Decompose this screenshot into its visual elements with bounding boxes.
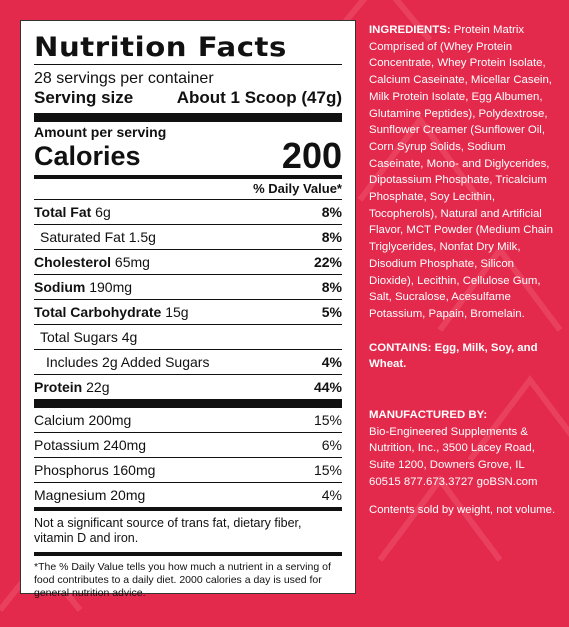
divider-medium [34, 175, 342, 179]
not-significant-note: Not a significant source of trans fat, d… [34, 516, 302, 545]
nutrient-row-saturated-fat: Saturated Fat 1.5g 8% [34, 224, 342, 249]
nutrient-pct: 22% [313, 254, 342, 270]
ingredients-heading: INGREDIENTS: [369, 24, 451, 36]
mineral-pct: 6% [321, 437, 342, 453]
mineral-row-magnesium: Magnesium 20mg 4% [34, 482, 342, 507]
divider-medium [34, 507, 342, 511]
nutrient-name: Total Fat [34, 204, 92, 220]
weight-note: Contents sold by weight, not volume. [369, 503, 556, 516]
mineral-pct: 15% [313, 462, 342, 478]
nutrient-name: Sodium [34, 279, 86, 295]
nutrient-row-total-carbohydrate: Total Carbohydrate 15g 5% [34, 299, 342, 324]
mineral-name: Magnesium 20mg [34, 487, 146, 503]
amount-per-serving: Amount per serving [34, 124, 167, 140]
serving-size-value: About 1 Scoop (47g) [176, 88, 342, 107]
nutrient-row-cholesterol: Cholesterol 65mg 22% [34, 249, 342, 274]
nutrient-row-sodium: Sodium 190mg 8% [34, 274, 342, 299]
nutrient-row-total-sugars: Total Sugars 4g [34, 324, 342, 349]
mineral-name: Phosphorus 160mg [34, 462, 156, 478]
daily-value-header: % Daily Value* [253, 181, 342, 196]
calories-row: Calories 200 [34, 135, 342, 176]
serving-size-label: Serving size [34, 88, 134, 107]
nutrition-facts-panel: Nutrition Facts 28 servings per containe… [20, 20, 356, 599]
nutrient-pct: 5% [321, 304, 342, 320]
divider-thick [34, 113, 342, 122]
nutrient-amount: 190mg [85, 279, 133, 295]
nutrient-name: Saturated Fat 1.5g [40, 229, 156, 245]
contains-heading: CONTAINS: [369, 341, 432, 354]
mineral-name: Potassium 240mg [34, 437, 147, 453]
nutrient-row-protein: Protein 22g 44% [34, 374, 342, 399]
manufacturer-block: MANUFACTURED BY: Bio-Engineered Supplemen… [369, 407, 559, 491]
mineral-pct: 4% [321, 487, 342, 503]
mineral-row-potassium: Potassium 240mg 6% [34, 432, 342, 457]
nutrient-name: Total Carbohydrate [34, 304, 162, 320]
product-info-column: INGREDIENTS: Protein Matrix Comprised of… [369, 22, 559, 518]
nutrient-row-added-sugars: Includes 2g Added Sugars 4% [34, 349, 342, 374]
nutrient-pct: 8% [321, 229, 342, 245]
nutrient-name: Includes 2g Added Sugars [46, 354, 210, 370]
nutrient-name: Cholesterol [34, 254, 112, 270]
ingredients-text: Protein Matrix Comprised of (Whey Protei… [369, 24, 553, 320]
nutrient-pct: 8% [321, 279, 342, 295]
divider-thick [34, 399, 342, 408]
manufacturer-text: Bio-Engineered Supplements & Nutrition, … [369, 425, 538, 488]
mineral-pct: 15% [313, 412, 342, 428]
daily-value-footnote: *The % Daily Value tells you how much a … [34, 561, 331, 599]
serving-size: Serving size About 1 Scoop (47g) [34, 88, 342, 108]
nutrient-pct: 44% [313, 379, 342, 395]
nutrient-pct: 4% [321, 354, 342, 370]
manufacturer-heading: MANUFACTURED BY: [369, 409, 488, 422]
ingredients-block: INGREDIENTS: Protein Matrix Comprised of… [369, 22, 559, 323]
calories-value: 200 [281, 135, 342, 176]
mineral-row-phosphorus: Phosphorus 160mg 15% [34, 457, 342, 482]
nutrition-facts-title: Nutrition Facts [34, 32, 287, 63]
contains-block: CONTAINS: Egg, Milk, Soy, and Wheat. [369, 340, 559, 373]
nutrient-name: Protein [34, 379, 83, 395]
nutrient-amount: 6g [91, 204, 111, 220]
nutrient-name: Total Sugars 4g [40, 329, 138, 345]
nutrient-amount: 15g [161, 304, 189, 320]
nutrient-row-total-fat: Total Fat 6g 8% [34, 199, 342, 224]
contains-text: Egg, Milk, Soy, and Wheat. [369, 341, 538, 371]
nutrient-pct: 8% [321, 204, 342, 220]
nutrient-amount: 65mg [111, 254, 150, 270]
servings-per-container: 28 servings per container [34, 70, 214, 87]
calories-label: Calories [34, 141, 141, 171]
divider [34, 64, 342, 65]
nutrient-amount: 22g [82, 379, 110, 395]
mineral-row-calcium: Calcium 200mg 15% [34, 408, 342, 432]
mineral-name: Calcium 200mg [34, 412, 132, 428]
divider-medium [34, 552, 342, 556]
